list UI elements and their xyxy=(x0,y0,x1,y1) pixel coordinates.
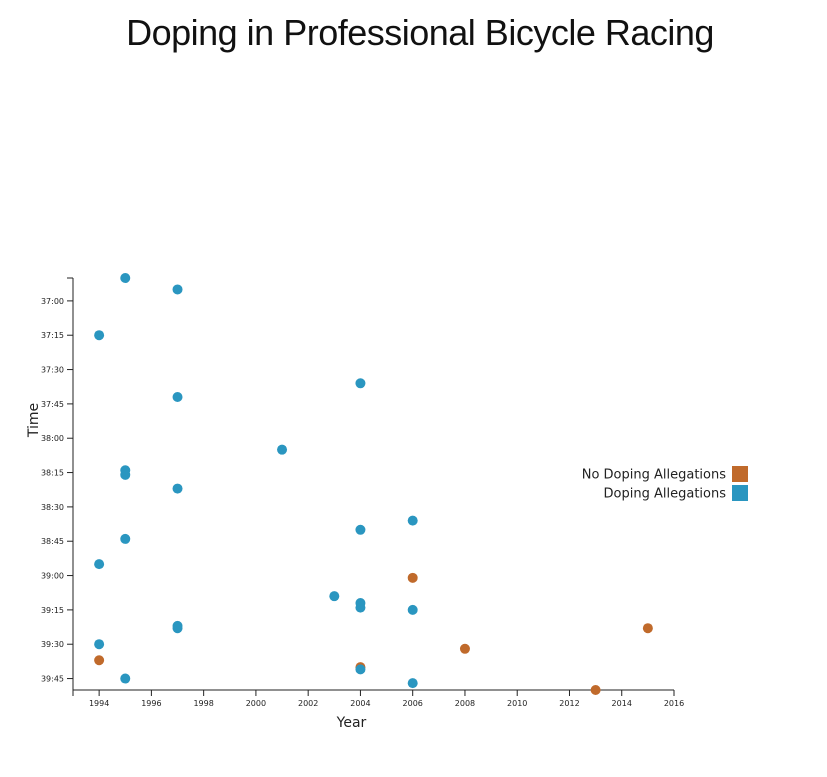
dot-doping xyxy=(172,623,183,634)
dot-doping xyxy=(94,330,105,341)
y-tick-label: 38:30 xyxy=(41,503,64,512)
dot-doping xyxy=(120,273,131,283)
dot-doping xyxy=(120,469,131,480)
x-tick-label: 2014 xyxy=(612,699,632,708)
dot-no-doping xyxy=(94,655,105,666)
dot-no-doping xyxy=(459,643,470,654)
dot-doping xyxy=(355,378,366,389)
x-tick-label: 2010 xyxy=(507,699,527,708)
dot-doping xyxy=(94,559,105,570)
dot-doping xyxy=(172,392,183,403)
chart-title: Doping in Professional Bicycle Racing xyxy=(126,12,714,53)
y-axis: 37:00 37:15 37:30 37:45 38:00 38:15 38:30 38:45… xyxy=(41,277,74,690)
y-tick-label: 39:45 xyxy=(41,675,64,684)
dot-doping xyxy=(172,483,183,494)
legend-label: No Doping Allegations xyxy=(582,468,726,483)
y-tick-label: 38:15 xyxy=(41,469,64,478)
y-tick-label: 39:00 xyxy=(41,572,64,581)
dot-doping xyxy=(407,604,418,615)
x-tick-label: 1998 xyxy=(193,699,213,708)
x-tick-label: 2012 xyxy=(559,699,579,708)
dot-doping xyxy=(355,524,366,535)
x-tick-label: 2000 xyxy=(246,699,266,708)
dot-doping xyxy=(329,591,340,602)
x-axis-title: Year xyxy=(336,715,367,731)
y-tick-label: 39:15 xyxy=(41,606,64,615)
x-tick-label: 2004 xyxy=(350,699,370,708)
y-tick-label: 37:45 xyxy=(41,400,64,409)
x-tick-label: 1996 xyxy=(141,699,161,708)
legend-swatch xyxy=(732,466,748,482)
x-axis: 1994 1996 1998 2000 2002 2004 2006 2008 2010 2012… xyxy=(72,689,684,708)
dot-doping xyxy=(407,515,418,526)
legend-label: Doping Allegations xyxy=(604,487,727,502)
data-points xyxy=(94,273,653,695)
x-tick-label: 2006 xyxy=(403,699,423,708)
y-tick-label: 38:00 xyxy=(41,434,64,443)
x-tick-label: 2016 xyxy=(664,699,684,708)
y-tick-label: 38:45 xyxy=(41,537,64,546)
x-tick-label: 2002 xyxy=(298,699,318,708)
dot-doping xyxy=(355,602,366,613)
legend: No Doping Allegations Doping Allegations xyxy=(582,466,748,502)
y-axis-title: Time xyxy=(26,403,42,438)
y-tick-label: 39:30 xyxy=(41,640,64,649)
dot-doping xyxy=(120,673,131,684)
dot-doping xyxy=(120,533,131,544)
dot-no-doping xyxy=(590,685,601,695)
dot-no-doping xyxy=(407,572,418,583)
dot-no-doping xyxy=(642,623,653,634)
dot-doping xyxy=(407,678,418,689)
dot-doping xyxy=(277,444,288,455)
legend-swatch xyxy=(732,485,748,501)
x-tick-label: 1994 xyxy=(89,699,109,708)
y-tick-label: 37:30 xyxy=(41,366,64,375)
dot-doping xyxy=(355,664,366,675)
dot-doping xyxy=(94,639,105,650)
y-tick-label: 37:15 xyxy=(41,331,64,340)
y-tick-label: 37:00 xyxy=(41,297,64,306)
dot-doping xyxy=(172,284,183,295)
x-tick-label: 2008 xyxy=(455,699,475,708)
